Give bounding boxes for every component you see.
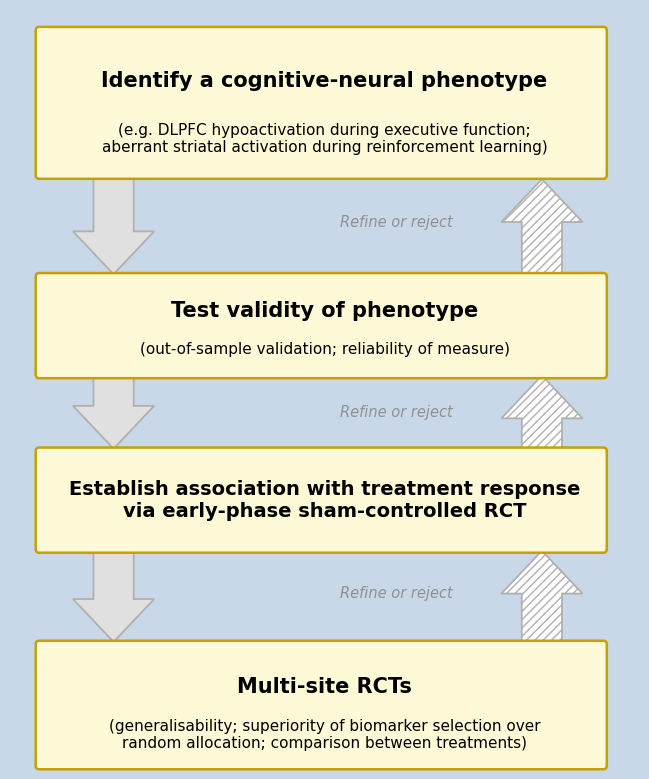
Polygon shape: [501, 179, 583, 274]
Polygon shape: [73, 179, 154, 274]
FancyBboxPatch shape: [36, 640, 607, 770]
FancyBboxPatch shape: [36, 273, 607, 379]
Polygon shape: [73, 551, 154, 642]
Text: Test validity of phenotype: Test validity of phenotype: [171, 301, 478, 321]
FancyBboxPatch shape: [36, 447, 607, 553]
Text: Refine or reject: Refine or reject: [339, 586, 452, 601]
Text: (out-of-sample validation; reliability of measure): (out-of-sample validation; reliability o…: [140, 343, 509, 358]
Text: Refine or reject: Refine or reject: [339, 215, 452, 231]
Text: Identify a cognitive-neural phenotype: Identify a cognitive-neural phenotype: [101, 71, 548, 91]
Polygon shape: [73, 375, 154, 449]
Text: Establish association with treatment response
via early-phase sham-controlled RC: Establish association with treatment res…: [69, 480, 580, 520]
Polygon shape: [501, 375, 583, 449]
Text: (generalisability; superiority of biomarker selection over
random allocation; co: (generalisability; superiority of biomar…: [108, 719, 541, 752]
Text: Multi-site RCTs: Multi-site RCTs: [237, 677, 412, 697]
Text: Refine or reject: Refine or reject: [339, 405, 452, 421]
Text: (e.g. DLPFC hypoactivation during executive function;
aberrant striatal activati: (e.g. DLPFC hypoactivation during execut…: [102, 122, 547, 155]
Polygon shape: [501, 551, 583, 642]
FancyBboxPatch shape: [36, 27, 607, 179]
